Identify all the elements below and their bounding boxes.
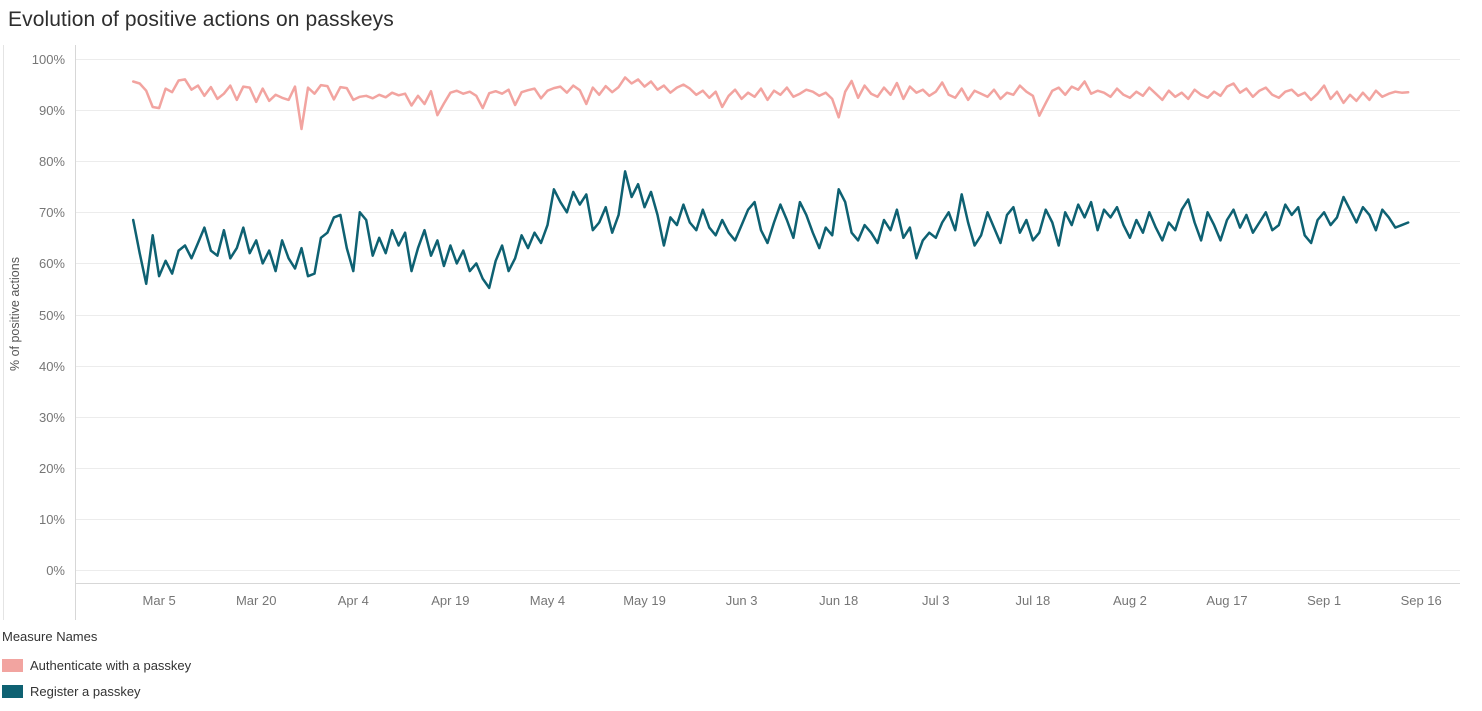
line-series-authenticate[interactable] [131, 76, 1410, 131]
x-axis-tick-label: May 4 [530, 593, 565, 608]
x-axis-tick-label: Apr 4 [338, 593, 369, 608]
x-axis-tick-label: Sep 16 [1401, 593, 1442, 608]
legend-label-authenticate: Authenticate with a passkey [30, 657, 192, 673]
x-axis-tick-label: Sep 1 [1307, 593, 1341, 608]
y-axis-tick-label: 20% [39, 461, 65, 476]
y-axis-tick-label: 100% [32, 52, 66, 67]
worksheet-left-border [3, 45, 4, 620]
y-axis-tick-label: 60% [39, 256, 65, 271]
legend: Measure Names Authenticate with a passke… [0, 625, 1482, 704]
line-series-register[interactable] [131, 170, 1410, 290]
y-axis-tick-label: 0% [46, 563, 65, 578]
x-axis-tick-label: Apr 19 [431, 593, 469, 608]
y-axis-title: % of positive actions [8, 257, 22, 372]
legend-swatch-register [2, 684, 23, 698]
title-bar: Evolution of positive actions on passkey… [0, 0, 1482, 40]
legend-title: Measure Names [2, 629, 98, 644]
x-axis-tick-label: Jun 18 [819, 593, 858, 608]
x-axis-tick-label: Mar 5 [143, 593, 176, 608]
legend-item-authenticate[interactable]: Authenticate with a passkey [2, 652, 1482, 678]
y-axis-tick-label: 80% [39, 154, 65, 169]
x-axis-tick-label: Mar 20 [236, 593, 276, 608]
x-axis-tick-label: Jun 3 [726, 593, 758, 608]
x-axis-tick-label: May 19 [623, 593, 666, 608]
legend-swatch-authenticate [2, 658, 23, 672]
y-axis-tick-label: 70% [39, 205, 65, 220]
x-axis-tick-label: Aug 17 [1206, 593, 1247, 608]
y-axis-tick-label: 40% [39, 359, 65, 374]
chart-region: % of positive actions 0% 10% 20% 30% 40% 50% 6… [0, 40, 1482, 625]
legend-label-register: Register a passkey [30, 683, 141, 699]
y-axis-tick-label: 90% [39, 103, 65, 118]
x-axis-tick-label: Aug 2 [1113, 593, 1147, 608]
line-chart[interactable]: 0% 10% 20% 30% 40% 50% 60% 70% 80% 90% 100% Mar 5 Ma… [0, 40, 1482, 625]
y-axis-tick-label: 10% [39, 512, 65, 527]
x-axis-tick-label: Jul 18 [1015, 593, 1050, 608]
x-axis-tick-label: Jul 3 [922, 593, 949, 608]
page-title: Evolution of positive actions on passkey… [8, 8, 394, 31]
legend-item-register[interactable]: Register a passkey [2, 678, 1482, 704]
y-axis-tick-label: 30% [39, 410, 65, 425]
y-axis-tick-label: 50% [39, 308, 65, 323]
